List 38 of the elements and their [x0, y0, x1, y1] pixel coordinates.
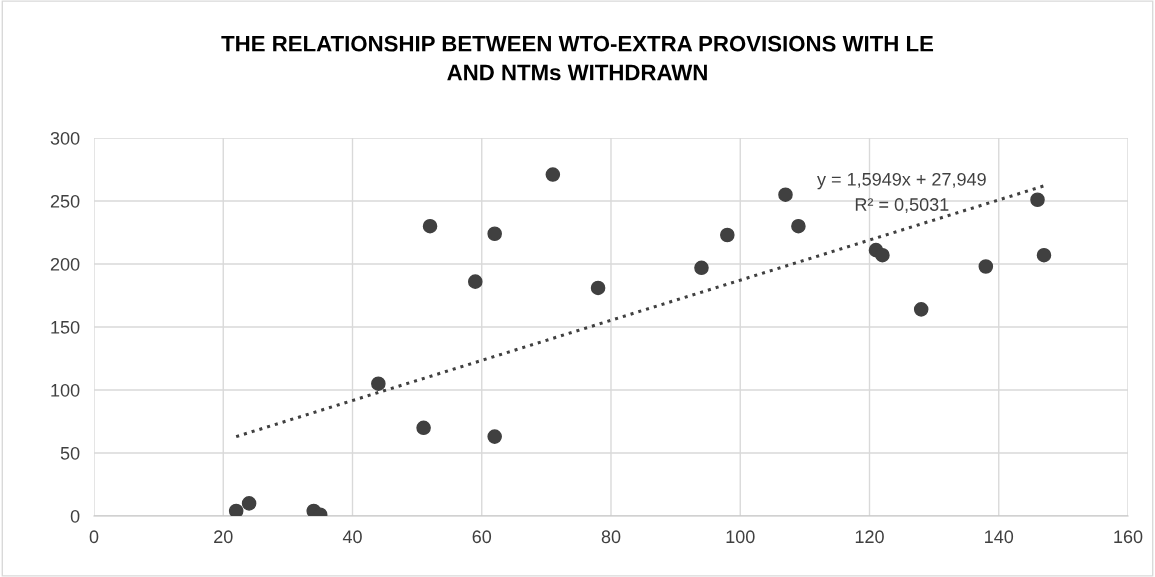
chart-title: THE RELATIONSHIP BETWEEN WTO-EXTRA PROVISIONS WITH LE AND NTMs WITHDRAWN — [221, 35, 934, 81]
x-tick-label: 0 — [89, 530, 99, 544]
y-tick-label: 200 — [50, 257, 80, 271]
point — [241, 496, 257, 511]
point — [228, 503, 244, 516]
point — [468, 274, 483, 289]
x-tick-label: 40 — [342, 530, 362, 544]
point — [590, 280, 606, 296]
point — [545, 167, 561, 182]
x-tick-label: 80 — [601, 530, 621, 544]
point — [978, 259, 994, 274]
x-tick-label: 160 — [1114, 530, 1143, 544]
point — [487, 226, 502, 242]
point — [487, 429, 502, 444]
point — [422, 218, 438, 234]
point — [1030, 192, 1045, 208]
y-tick-label: 0 — [70, 509, 80, 523]
y-tick-label: 100 — [51, 383, 80, 397]
point — [694, 260, 709, 276]
point — [416, 420, 431, 436]
point — [371, 376, 386, 391]
annotation: R² = 0,5031 — [855, 198, 949, 214]
point — [778, 187, 793, 202]
y-tick-label: 50 — [60, 446, 80, 460]
point — [720, 227, 735, 243]
point — [913, 302, 929, 317]
x-tick-label: 100 — [726, 530, 755, 544]
annotation: y = 1,5949x + 27,949 — [817, 172, 986, 190]
point — [791, 218, 806, 234]
point — [1036, 247, 1052, 263]
y-tick-label: 150 — [51, 320, 80, 334]
point — [875, 247, 890, 263]
x-tick-label: 20 — [214, 530, 233, 544]
y-tick-label: 300 — [50, 131, 80, 145]
y-tick-label: 250 — [50, 194, 80, 208]
x-tick-label: 140 — [985, 530, 1014, 544]
x-tick-label: 120 — [855, 530, 884, 544]
x-tick-label: 60 — [472, 530, 492, 544]
